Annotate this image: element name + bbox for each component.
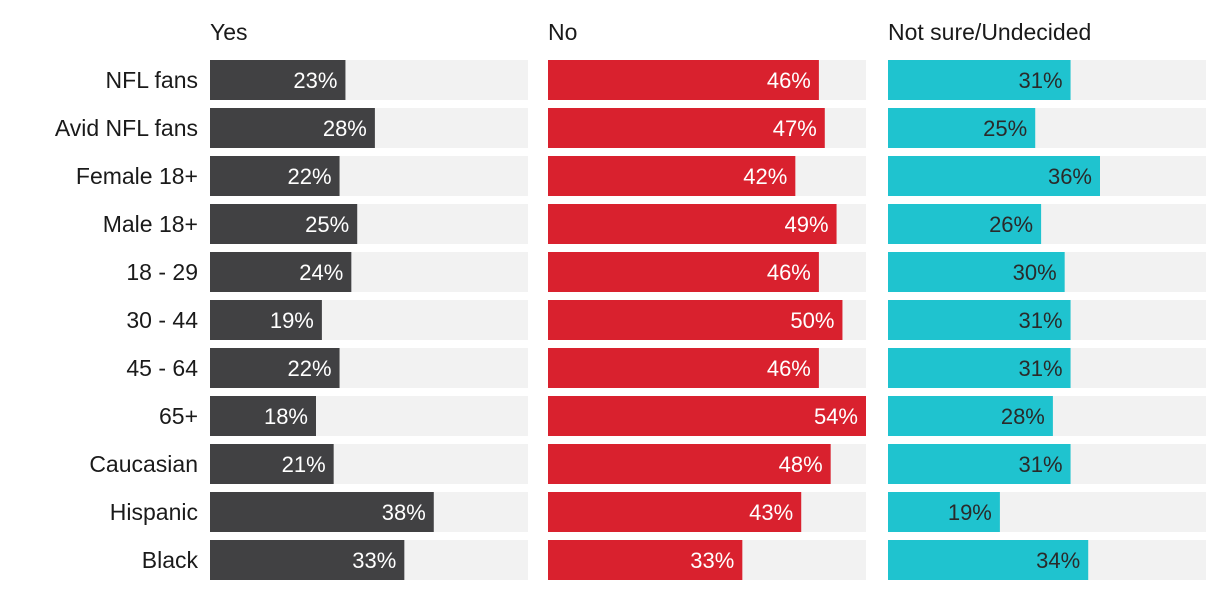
bar-yes-65: [210, 396, 316, 436]
bar-not-sure-undecided-65: [888, 396, 1053, 436]
bar-not-sure-undecided-hispanic: [888, 492, 1000, 532]
category-label-hispanic: Hispanic: [110, 499, 198, 525]
bar-not-sure-undecided-18-29: [888, 252, 1065, 292]
bar-no-hispanic: [548, 492, 802, 532]
bar-no-18-29: [548, 252, 819, 292]
value-label-not-sure-undecided-30-44: 31%: [1019, 308, 1063, 333]
value-label-no-nfl-fans: 46%: [767, 68, 811, 93]
category-label-18-29: 18 - 29: [126, 259, 198, 285]
value-label-yes-caucasian: 21%: [282, 452, 326, 477]
category-label-caucasian: Caucasian: [89, 451, 198, 477]
value-label-yes-nfl-fans: 23%: [293, 68, 337, 93]
value-label-no-45-64: 46%: [767, 356, 811, 381]
bar-not-sure-undecided-male-18: [888, 204, 1042, 244]
bar-not-sure-undecided-avid-nfl-fans: [888, 108, 1036, 148]
value-label-no-female-18: 42%: [743, 164, 787, 189]
bar-no-65: [548, 396, 866, 436]
value-label-no-male-18: 49%: [785, 212, 829, 237]
panel-title-yes: Yes: [210, 19, 248, 45]
category-label-30-44: 30 - 44: [126, 307, 198, 333]
bar-yes-female-18: [210, 156, 340, 196]
value-label-no-caucasian: 48%: [779, 452, 823, 477]
bar-yes-18-29: [210, 252, 352, 292]
value-label-no-avid-nfl-fans: 47%: [773, 116, 817, 141]
bar-no-black: [548, 540, 743, 580]
bar-not-sure-undecided-black: [888, 540, 1089, 580]
value-label-not-sure-undecided-caucasian: 31%: [1019, 452, 1063, 477]
category-label-65: 65+: [159, 403, 198, 429]
value-label-yes-18-29: 24%: [299, 260, 343, 285]
value-label-yes-avid-nfl-fans: 28%: [323, 116, 367, 141]
bar-not-sure-undecided-30-44: [888, 300, 1071, 340]
bar-not-sure-undecided-caucasian: [888, 444, 1071, 484]
category-label-45-64: 45 - 64: [126, 355, 198, 381]
value-label-yes-45-64: 22%: [288, 356, 332, 381]
bar-no-male-18: [548, 204, 837, 244]
value-label-no-black: 33%: [690, 548, 734, 573]
panel-title-not-sure-undecided: Not sure/Undecided: [888, 19, 1091, 45]
category-label-female-18: Female 18+: [76, 163, 198, 189]
value-label-yes-hispanic: 38%: [382, 500, 426, 525]
bar-no-avid-nfl-fans: [548, 108, 825, 148]
value-label-not-sure-undecided-female-18: 36%: [1048, 164, 1092, 189]
bar-not-sure-undecided-45-64: [888, 348, 1071, 388]
value-label-yes-male-18: 25%: [305, 212, 349, 237]
bar-yes-avid-nfl-fans: [210, 108, 375, 148]
category-label-black: Black: [142, 547, 199, 573]
bar-yes-45-64: [210, 348, 340, 388]
bar-no-caucasian: [548, 444, 831, 484]
bar-yes-male-18: [210, 204, 358, 244]
value-label-no-18-29: 46%: [767, 260, 811, 285]
value-label-no-hispanic: 43%: [749, 500, 793, 525]
value-label-yes-30-44: 19%: [270, 308, 314, 333]
value-label-not-sure-undecided-45-64: 31%: [1019, 356, 1063, 381]
bar-no-female-18: [548, 156, 796, 196]
value-label-not-sure-undecided-nfl-fans: 31%: [1019, 68, 1063, 93]
panel-title-no: No: [548, 19, 577, 45]
value-label-not-sure-undecided-avid-nfl-fans: 25%: [983, 116, 1027, 141]
value-label-no-30-44: 50%: [790, 308, 834, 333]
value-label-yes-female-18: 22%: [288, 164, 332, 189]
value-label-not-sure-undecided-18-29: 30%: [1013, 260, 1057, 285]
value-label-yes-black: 33%: [352, 548, 396, 573]
bar-no-nfl-fans: [548, 60, 819, 100]
bar-yes-black: [210, 540, 405, 580]
category-label-avid-nfl-fans: Avid NFL fans: [55, 115, 198, 141]
bar-no-30-44: [548, 300, 843, 340]
bar-yes-nfl-fans: [210, 60, 346, 100]
value-label-yes-65: 18%: [264, 404, 308, 429]
bar-not-sure-undecided-female-18: [888, 156, 1100, 196]
value-label-not-sure-undecided-male-18: 26%: [989, 212, 1033, 237]
category-label-nfl-fans: NFL fans: [106, 67, 198, 93]
bar-yes-30-44: [210, 300, 322, 340]
value-label-not-sure-undecided-65: 28%: [1001, 404, 1045, 429]
bar-no-45-64: [548, 348, 819, 388]
category-label-male-18: Male 18+: [103, 211, 198, 237]
value-label-no-65: 54%: [814, 404, 858, 429]
bar-not-sure-undecided-nfl-fans: [888, 60, 1071, 100]
value-label-not-sure-undecided-black: 34%: [1036, 548, 1080, 573]
bar-yes-caucasian: [210, 444, 334, 484]
value-label-not-sure-undecided-hispanic: 19%: [948, 500, 992, 525]
bar-yes-hispanic: [210, 492, 434, 532]
